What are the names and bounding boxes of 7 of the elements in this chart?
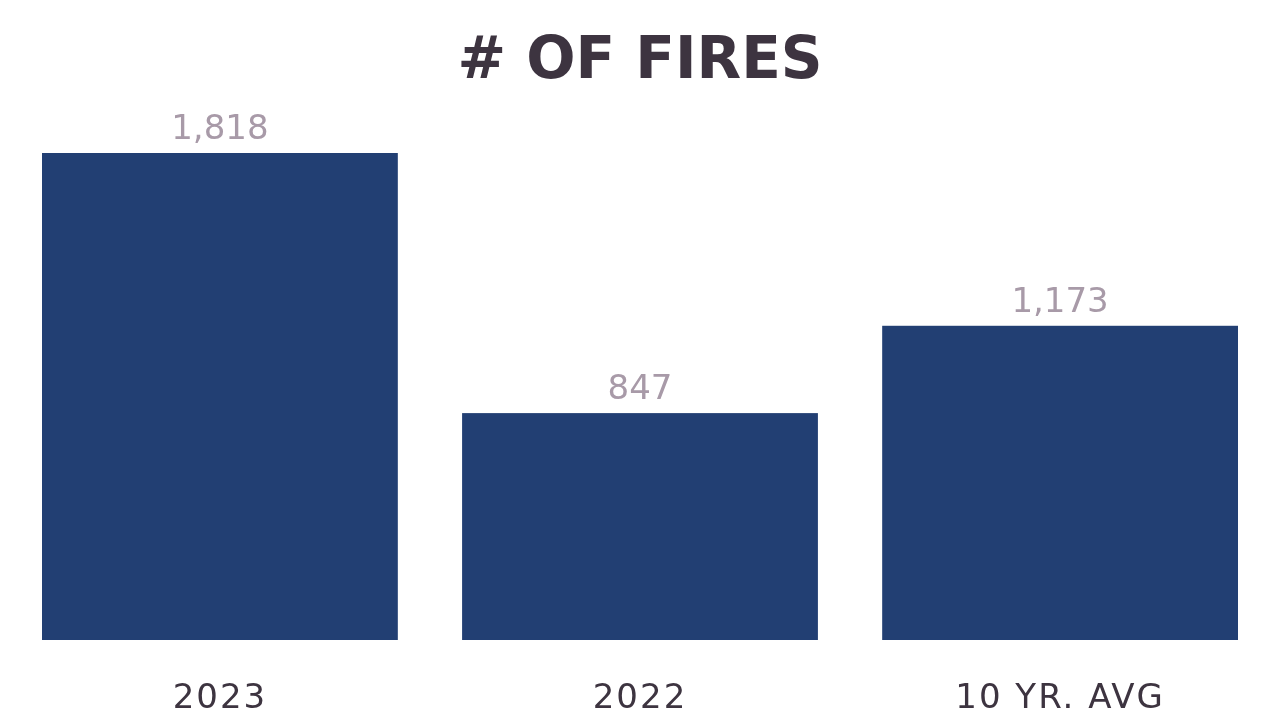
chart-title: # OF FIRES	[457, 24, 823, 92]
data-label: 1,818	[171, 107, 269, 147]
data-label: 847	[607, 367, 673, 408]
x-tick-label: 2022	[592, 676, 688, 716]
x-tick-label: 2023	[172, 676, 268, 716]
x-tick-label: 10 YR. AVG	[955, 676, 1165, 716]
data-label: 1,173	[1011, 279, 1109, 320]
